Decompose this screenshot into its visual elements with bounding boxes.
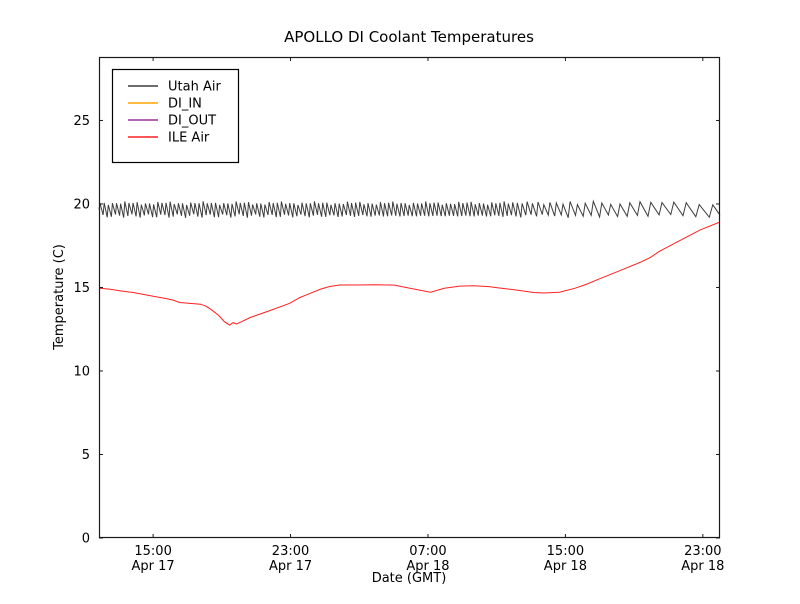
y-tick-label: 25 bbox=[73, 114, 90, 129]
x-tick-date-label: Apr 17 bbox=[269, 559, 312, 574]
x-tick-time-label: 23:00 bbox=[684, 544, 721, 559]
x-axis-label: Date (GMT) bbox=[372, 571, 447, 586]
y-tick-label: 5 bbox=[82, 448, 90, 463]
y-tick-label: 0 bbox=[82, 532, 90, 547]
x-tick-time-label: 23:00 bbox=[272, 544, 309, 559]
x-tick-date-label: Apr 18 bbox=[406, 559, 449, 574]
x-tick-time-label: 07:00 bbox=[409, 544, 446, 559]
x-tick-time-label: 15:00 bbox=[547, 544, 584, 559]
legend-label-ile-air: ILE Air bbox=[168, 131, 210, 146]
x-tick-date-label: Apr 17 bbox=[132, 559, 175, 574]
legend: Utah Air DI_IN DI_OUT ILE Air bbox=[111, 68, 240, 164]
y-tick-label: 10 bbox=[73, 364, 90, 379]
y-tick-label: 20 bbox=[73, 197, 90, 212]
legend-label-utah-air: Utah Air bbox=[168, 80, 221, 95]
plot-series bbox=[98, 199, 721, 326]
series-line-utah-air bbox=[98, 199, 721, 219]
y-tick-label: 15 bbox=[73, 281, 90, 296]
series-line-ile-air bbox=[98, 221, 721, 326]
plot-frame bbox=[98, 56, 721, 539]
x-tick-time-label: 15:00 bbox=[134, 544, 171, 559]
x-tick-date-label: Apr 18 bbox=[544, 559, 587, 574]
legend-box bbox=[111, 68, 240, 164]
legend-label-di-out: DI_OUT bbox=[168, 114, 216, 129]
legend-label-di-in: DI_IN bbox=[168, 97, 202, 112]
x-tick-date-label: Apr 18 bbox=[681, 559, 724, 574]
chart-title: APOLLO DI Coolant Temperatures bbox=[284, 28, 534, 46]
y-axis-label: Temperature (C) bbox=[52, 244, 67, 351]
